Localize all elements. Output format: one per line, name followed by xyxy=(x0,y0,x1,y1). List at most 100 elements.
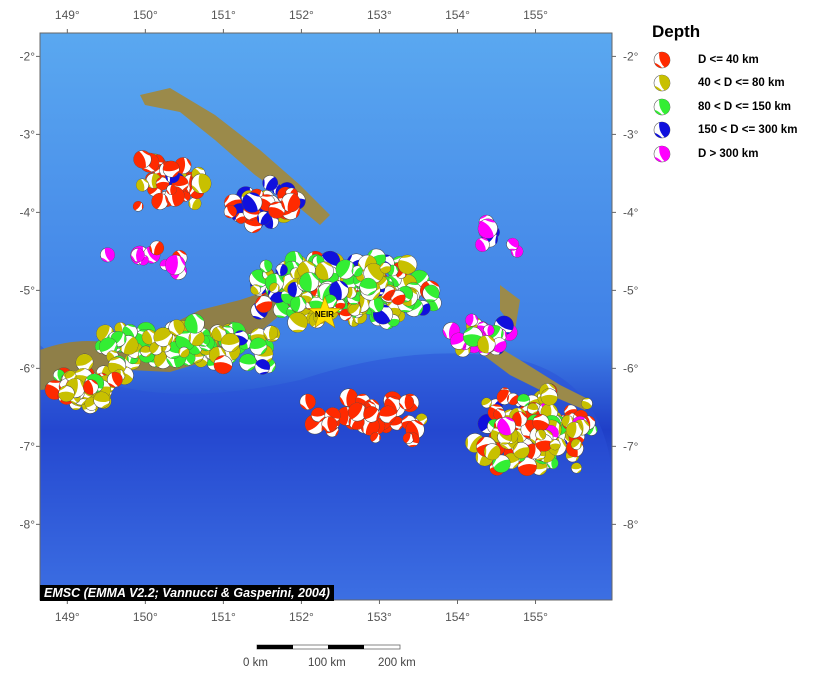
lat-tick-label: -7° xyxy=(623,439,639,453)
trench xyxy=(40,345,612,600)
lon-tick-label-top: 155° xyxy=(523,8,548,22)
data-credit: EMSC (EMMA V2.2; Vannucci & Gasperini, 2… xyxy=(40,585,334,601)
focal-mechanism xyxy=(390,290,406,305)
lon-tick-label-top: 150° xyxy=(133,8,158,22)
station-label: NEIR xyxy=(315,310,334,319)
focal-mechanism xyxy=(100,247,115,263)
legend-label: 40 < D <= 80 km xyxy=(698,77,785,90)
focal-mechanism xyxy=(290,296,307,313)
legend-label: 150 < D <= 300 km xyxy=(698,124,798,137)
focal-mechanism xyxy=(540,388,558,406)
focal-mechanism xyxy=(370,432,381,444)
focal-mechanism xyxy=(379,405,397,424)
focal-mechanism xyxy=(254,359,271,375)
focal-mechanism xyxy=(249,337,268,356)
focal-mechanisms xyxy=(44,150,598,476)
focal-mechanism xyxy=(162,160,180,178)
focal-mechanism xyxy=(492,454,511,473)
lat-tick-label: -2° xyxy=(20,49,36,63)
legend-label: D > 300 km xyxy=(698,147,759,160)
focal-mechanism xyxy=(220,333,240,353)
focal-mechanism xyxy=(149,240,165,256)
focal-mechanism xyxy=(191,173,212,194)
legend-item: 40 < D <= 80 km xyxy=(652,72,797,96)
focal-mechanism xyxy=(506,392,520,406)
lat-tick-label: -7° xyxy=(20,439,36,453)
focal-mechanism xyxy=(506,237,520,251)
focal-mechanism xyxy=(483,324,495,336)
lat-tick-label: -4° xyxy=(623,205,639,219)
focal-mechanism xyxy=(402,432,414,444)
beachball-icon xyxy=(653,145,671,162)
focal-mechanism xyxy=(213,355,233,375)
focal-mechanism xyxy=(477,218,498,239)
lat-tick-label: -8° xyxy=(20,517,36,531)
lon-tick-label-top: 152° xyxy=(289,8,314,22)
focal-mechanism xyxy=(475,237,490,252)
focal-mechanism xyxy=(151,192,169,210)
focal-mechanism xyxy=(250,284,261,295)
focal-mechanism xyxy=(130,248,145,263)
focal-mechanism xyxy=(259,259,273,273)
lat-tick-label: -6° xyxy=(623,361,639,375)
focal-mechanism xyxy=(535,433,553,452)
focal-mechanism xyxy=(168,319,185,336)
legend-label: D <= 40 km xyxy=(698,53,759,66)
focal-mechanism xyxy=(398,394,414,410)
depth-legend: Depth D <= 40 km 40 < D <= 80 km 80 < D <=… xyxy=(652,22,797,166)
focal-mechanism xyxy=(497,416,516,436)
focal-mechanism xyxy=(155,176,170,191)
lat-tick-label: -2° xyxy=(623,49,639,63)
focal-mechanism xyxy=(223,205,237,219)
focal-mechanism xyxy=(299,272,320,292)
legend-item: 150 < D <= 300 km xyxy=(652,119,797,143)
focal-mechanism xyxy=(299,393,316,410)
focal-mechanism xyxy=(581,397,593,410)
lat-tick-label: -5° xyxy=(20,283,36,297)
focal-mechanism xyxy=(141,329,157,345)
legend-beachball xyxy=(653,75,671,92)
beachball-icon xyxy=(653,51,671,68)
focal-mechanism xyxy=(483,443,501,461)
legend-beachball xyxy=(653,98,671,115)
lat-tick-label: -4° xyxy=(20,205,36,219)
scale-label-0: 0 km xyxy=(243,657,268,669)
focal-mechanism xyxy=(339,388,358,407)
focal-mechanism xyxy=(188,196,202,210)
focal-mechanism xyxy=(166,184,177,195)
focal-mechanism xyxy=(255,295,273,313)
focal-mechanism xyxy=(549,439,561,451)
focal-mechanism xyxy=(58,385,75,402)
focal-mechanism xyxy=(135,178,149,192)
legend-item: 80 < D <= 150 km xyxy=(652,95,797,119)
legend-item: D <= 40 km xyxy=(652,48,797,72)
focal-mechanism xyxy=(481,397,492,409)
legend-item: D > 300 km xyxy=(652,142,797,166)
legend-beachball xyxy=(653,122,671,139)
island-buka xyxy=(500,285,520,330)
lat-tick-label: -3° xyxy=(20,127,36,141)
lat-tick-label: -5° xyxy=(623,283,639,297)
focal-mechanism xyxy=(565,421,583,439)
lon-tick-label-bottom: 155° xyxy=(523,610,548,624)
lat-tick-label: -8° xyxy=(623,517,639,531)
lon-tick-label-bottom: 149° xyxy=(55,610,80,624)
focal-mechanism xyxy=(571,462,582,474)
focal-mechanism xyxy=(281,192,301,213)
legend-label: 80 < D <= 150 km xyxy=(698,100,792,113)
lon-tick-label-bottom: 153° xyxy=(367,610,392,624)
focal-mechanism xyxy=(178,346,190,358)
focal-mechanism xyxy=(379,262,392,274)
focal-mechanism xyxy=(321,416,338,433)
lon-tick-label-top: 149° xyxy=(55,8,80,22)
focal-mechanism xyxy=(351,265,363,277)
scale-bar xyxy=(256,644,401,650)
focal-mechanism xyxy=(93,391,111,409)
focal-mechanism xyxy=(83,379,99,395)
focal-mechanism xyxy=(269,282,280,294)
focal-mechanism xyxy=(262,175,279,191)
focal-mechanism xyxy=(133,150,152,169)
station-star xyxy=(307,295,342,329)
focal-mechanism xyxy=(359,277,378,296)
